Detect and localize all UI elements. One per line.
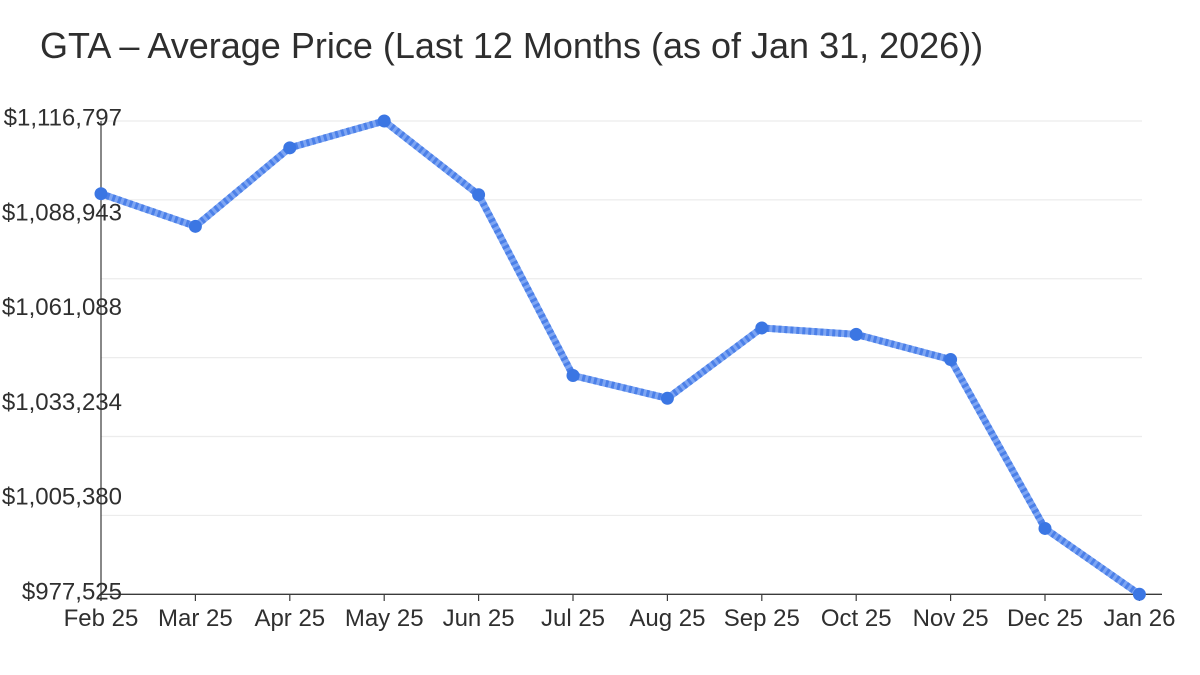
x-axis-label: Oct 25 bbox=[821, 605, 892, 632]
y-axis-label: $1,088,943 bbox=[2, 199, 122, 226]
x-axis-label: Jun 25 bbox=[443, 605, 515, 632]
x-axis-label: Aug 25 bbox=[629, 605, 705, 632]
x-axis-label: Jan 26 bbox=[1103, 605, 1175, 632]
chart-title: GTA – Average Price (Last 12 Months (as … bbox=[40, 25, 984, 66]
data-point bbox=[283, 141, 297, 155]
data-point bbox=[377, 114, 391, 128]
y-axis-label: $977,525 bbox=[22, 579, 122, 606]
data-point bbox=[660, 391, 674, 405]
data-point bbox=[566, 369, 580, 383]
y-axis-label: $1,061,088 bbox=[2, 294, 122, 321]
data-point bbox=[188, 219, 202, 233]
data-point bbox=[94, 187, 108, 201]
data-point bbox=[944, 353, 958, 367]
x-axis-label: May 25 bbox=[345, 605, 424, 632]
y-axis-label: $1,116,797 bbox=[4, 105, 122, 132]
x-axis-label: Sep 25 bbox=[724, 605, 800, 632]
y-axis-label: $1,005,380 bbox=[2, 484, 122, 511]
y-axis-label: $1,033,234 bbox=[2, 389, 122, 416]
x-axis-label: Apr 25 bbox=[254, 605, 325, 632]
data-point bbox=[472, 188, 486, 202]
x-axis-label: Nov 25 bbox=[913, 605, 989, 632]
data-point bbox=[1132, 587, 1146, 601]
x-axis-label: Mar 25 bbox=[158, 605, 233, 632]
x-axis-label: Feb 25 bbox=[64, 605, 139, 632]
x-axis-label: Dec 25 bbox=[1007, 605, 1083, 632]
data-point bbox=[1038, 521, 1052, 535]
data-point bbox=[849, 327, 863, 341]
x-axis-label: Jul 25 bbox=[541, 605, 605, 632]
data-point bbox=[755, 321, 769, 335]
price-line bbox=[97, 117, 1143, 598]
